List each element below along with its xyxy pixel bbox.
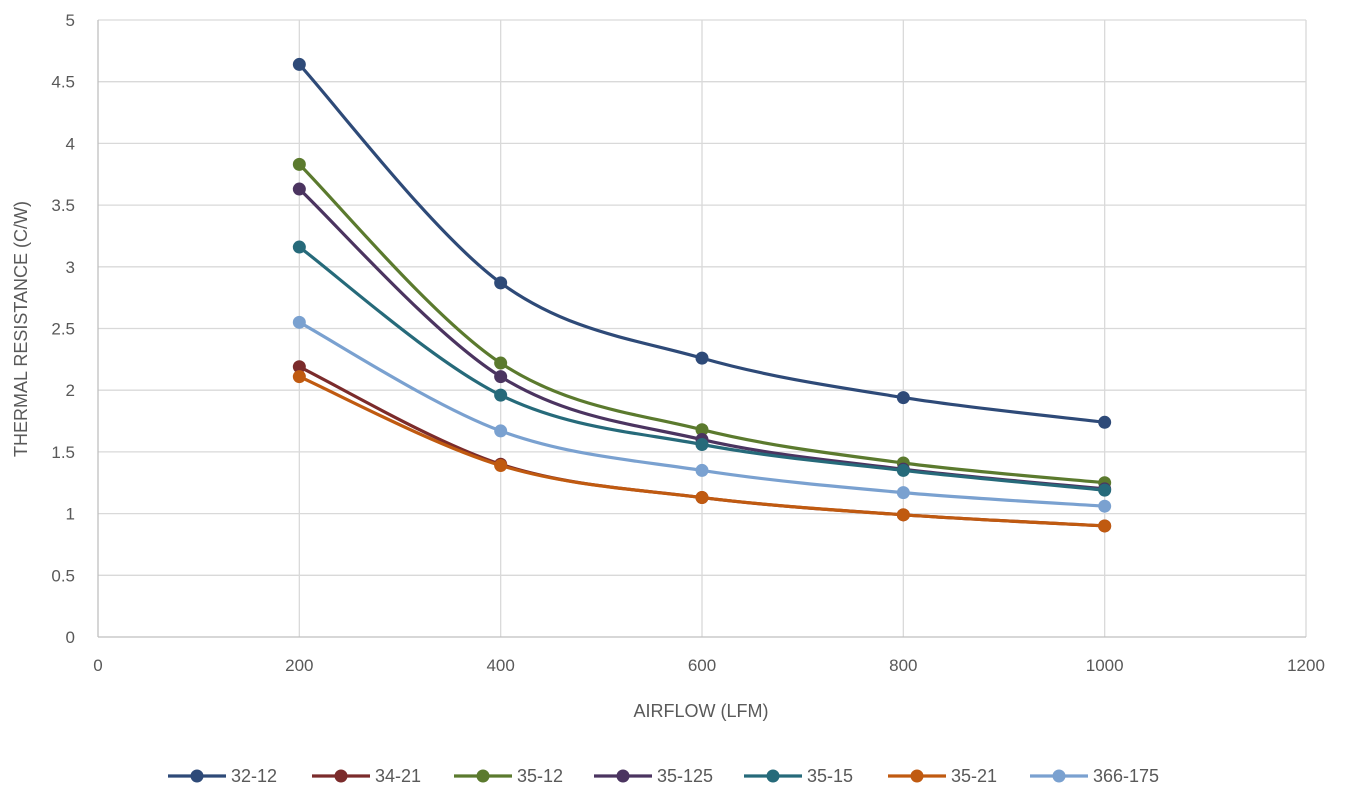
data-point	[494, 458, 508, 472]
y-axis-title: THERMAL RESISTANCE (C/W)	[11, 201, 31, 457]
legend-marker	[334, 769, 348, 783]
y-tick-label: 2.5	[51, 320, 75, 339]
legend-marker	[766, 769, 780, 783]
data-point	[896, 391, 910, 405]
data-point	[695, 351, 709, 365]
legend-label: 34-21	[375, 766, 421, 786]
legend: 32-12 34-21 35-12 35-125 35-15 35-21 366-175	[168, 766, 1159, 786]
y-tick-label: 0	[66, 628, 75, 647]
data-point	[695, 423, 709, 437]
data-point	[1098, 519, 1112, 533]
data-point	[896, 486, 910, 500]
legend-marker	[910, 769, 924, 783]
y-tick-label: 4.5	[51, 73, 75, 92]
data-point	[292, 157, 306, 171]
data-point	[695, 491, 709, 505]
y-tick-label: 4	[66, 134, 75, 153]
gridlines	[98, 19, 1307, 637]
legend-label: 35-12	[517, 766, 563, 786]
data-point	[494, 370, 508, 384]
legend-label: 35-125	[657, 766, 713, 786]
legend-item: 35-12	[454, 766, 563, 786]
data-point	[494, 388, 508, 402]
x-tick-label: 0	[93, 656, 102, 675]
data-point	[292, 370, 306, 384]
data-point	[292, 360, 306, 374]
legend-item: 366-175	[1030, 766, 1159, 786]
legend-item: 35-125	[594, 766, 713, 786]
data-point	[896, 463, 910, 477]
legend-label: 32-12	[231, 766, 277, 786]
y-tick-label: 2	[66, 381, 75, 400]
series-line	[297, 62, 1107, 424]
legend-item: 35-15	[744, 766, 853, 786]
legend-item: 35-21	[888, 766, 997, 786]
legend-marker	[476, 769, 490, 783]
y-tick-label: 3	[66, 258, 75, 277]
y-tick-label: 1.5	[51, 443, 75, 462]
axes: 0 0.5 1 1.5 2 2.5 3 3.5 4 4.5 5 0 200 400 600 800 1000 12…	[51, 11, 1325, 675]
legend-marker	[1052, 769, 1066, 783]
legend-label: 366-175	[1093, 766, 1159, 786]
x-axis-title: AIRFLOW (LFM)	[634, 701, 769, 721]
legend-label: 35-21	[951, 766, 997, 786]
data-point	[896, 508, 910, 522]
series-35-15	[292, 240, 1112, 497]
legend-item: 32-12	[168, 766, 277, 786]
x-tick-label: 600	[688, 656, 716, 675]
legend-label: 35-15	[807, 766, 853, 786]
x-tick-label: 1000	[1086, 656, 1124, 675]
data-point	[292, 315, 306, 329]
series-35-21	[292, 370, 1112, 533]
y-tick-label: 5	[66, 11, 75, 30]
x-tick-label: 800	[889, 656, 917, 675]
legend-marker	[616, 769, 630, 783]
data-point	[494, 356, 508, 370]
data-point	[292, 240, 306, 254]
series-366-175	[292, 315, 1112, 513]
data-point	[494, 424, 508, 438]
legend-marker	[190, 769, 204, 783]
data-point	[1098, 483, 1112, 497]
data-point	[1098, 415, 1112, 429]
data-point	[494, 276, 508, 290]
data-point	[292, 57, 306, 71]
data-point	[695, 463, 709, 477]
data-point	[292, 182, 306, 196]
legend-item: 34-21	[312, 766, 421, 786]
y-tick-label: 0.5	[51, 566, 75, 585]
data-point	[695, 437, 709, 451]
x-tick-label: 1200	[1287, 656, 1325, 675]
y-tick-label: 3.5	[51, 196, 75, 215]
series-group	[292, 57, 1112, 533]
x-tick-label: 200	[285, 656, 313, 675]
series-32-12	[292, 57, 1112, 429]
x-tick-label: 400	[486, 656, 514, 675]
y-tick-label: 1	[66, 505, 75, 524]
data-point	[1098, 499, 1112, 513]
